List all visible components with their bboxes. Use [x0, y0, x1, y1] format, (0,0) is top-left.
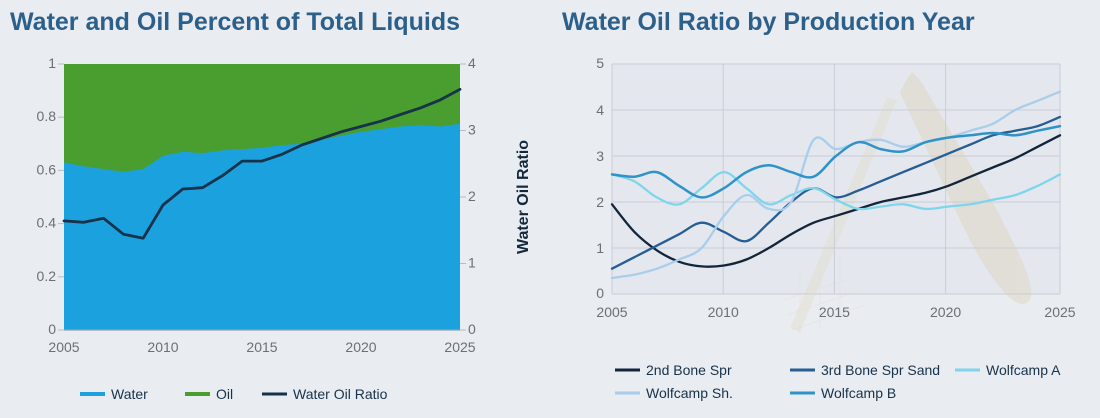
svg-text:Wolfcamp A: Wolfcamp A — [986, 362, 1061, 378]
svg-text:2010: 2010 — [708, 304, 739, 320]
svg-text:0.2: 0.2 — [37, 268, 57, 284]
svg-text:0: 0 — [48, 321, 56, 337]
svg-text:2005: 2005 — [48, 339, 79, 355]
svg-text:2025: 2025 — [444, 339, 475, 355]
svg-text:1: 1 — [468, 255, 476, 271]
svg-text:Wolfcamp B: Wolfcamp B — [821, 385, 896, 401]
svg-text:2: 2 — [468, 188, 476, 204]
svg-text:2020: 2020 — [345, 339, 376, 355]
svg-text:0: 0 — [468, 321, 476, 337]
svg-text:2nd Bone Spr: 2nd Bone Spr — [646, 362, 732, 378]
svg-text:Water: Water — [111, 386, 148, 402]
svg-text:Water Oil Ratio: Water Oil Ratio — [515, 140, 532, 254]
svg-text:2015: 2015 — [246, 339, 277, 355]
svg-text:0: 0 — [596, 285, 604, 301]
svg-text:2025: 2025 — [1044, 304, 1075, 320]
svg-text:0.8: 0.8 — [37, 108, 57, 124]
svg-text:1: 1 — [48, 55, 56, 71]
svg-text:2015: 2015 — [819, 304, 850, 320]
svg-text:2: 2 — [596, 194, 604, 210]
svg-text:4: 4 — [468, 55, 476, 71]
svg-text:3: 3 — [468, 122, 476, 138]
svg-text:Oil: Oil — [216, 386, 233, 402]
svg-text:4: 4 — [596, 102, 604, 118]
svg-text:3rd Bone Spr Sand: 3rd Bone Spr Sand — [821, 362, 940, 378]
svg-text:0.4: 0.4 — [37, 215, 57, 231]
svg-text:1: 1 — [596, 240, 604, 256]
svg-text:3: 3 — [596, 148, 604, 164]
svg-text:5: 5 — [596, 55, 604, 71]
svg-text:2005: 2005 — [596, 304, 627, 320]
svg-text:2010: 2010 — [147, 339, 178, 355]
svg-text:0.6: 0.6 — [37, 161, 57, 177]
svg-text:2020: 2020 — [930, 304, 961, 320]
svg-text:Wolfcamp Sh.: Wolfcamp Sh. — [646, 385, 733, 401]
svg-text:Water Oil Ratio: Water Oil Ratio — [293, 386, 388, 402]
